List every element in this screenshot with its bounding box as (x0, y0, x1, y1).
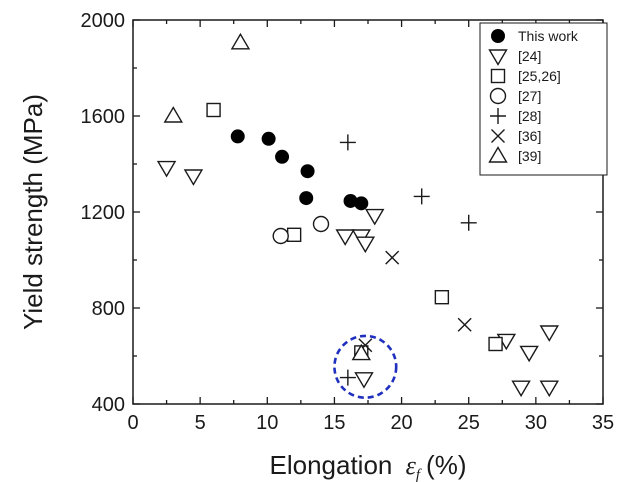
legend-label: [28] (518, 108, 541, 124)
legend-label: This work (518, 28, 579, 44)
y-axis-title: Yield strength (MPa) (18, 94, 48, 330)
data-point (351, 343, 372, 361)
data-point (488, 336, 503, 352)
x-tick-label: 15 (323, 412, 345, 434)
data-point (434, 290, 450, 305)
legend-items: This work [24] [25,26] [27] [28] [36] [39] (488, 28, 579, 164)
data-point (539, 325, 560, 342)
data-point (364, 208, 385, 226)
plot-frame (132, 19, 604, 405)
data-point (539, 380, 560, 398)
legend-label: [25,26] (518, 68, 561, 84)
data-point (339, 369, 356, 386)
x-tick-label: 20 (390, 412, 412, 434)
x-axis-title: Elongation εf (%) (270, 450, 467, 482)
x-tick-label: 25 (458, 412, 480, 434)
highlight-region (333, 334, 398, 399)
data-point (300, 164, 315, 179)
data-point (413, 188, 430, 205)
x-tick-label: 10 (256, 412, 278, 434)
data-point (385, 250, 400, 265)
data-point (275, 149, 290, 164)
legend-marker (491, 129, 505, 143)
x-tick-label: 5 (195, 412, 206, 434)
data-point (457, 317, 472, 332)
legend-marker (488, 146, 508, 163)
data-point (355, 236, 376, 254)
data-point (206, 102, 221, 118)
y-tick-label: 2000 (81, 10, 126, 32)
legend-marker (490, 108, 506, 124)
data-point (354, 196, 369, 211)
tick-labels: 0 5 10 15 20 25 30 35 400 800 1200 1600 2000 (81, 10, 615, 434)
data-points (156, 32, 560, 398)
data-point (230, 32, 251, 50)
data-point (156, 160, 177, 178)
y-tick-label: 1200 (81, 202, 126, 224)
data-point (519, 345, 539, 363)
legend-label: [24] (518, 48, 541, 64)
data-point (261, 131, 276, 146)
data-point (511, 380, 531, 398)
legend-label: [27] (518, 88, 541, 104)
data-point (312, 215, 330, 233)
legend-label: [36] (518, 128, 541, 144)
legend-label: [39] (518, 148, 541, 164)
highlight-dashed-circle (333, 334, 398, 399)
legend-marker (491, 29, 505, 43)
data-point (163, 106, 184, 123)
y-tick-label: 400 (92, 394, 125, 416)
data-point (354, 372, 374, 389)
data-point (460, 214, 477, 231)
x-tick-label: 30 (525, 412, 547, 434)
data-point (230, 129, 245, 144)
x-tick-label: 0 (127, 412, 138, 434)
data-point (272, 227, 289, 245)
legend-marker (489, 87, 507, 105)
data-point (299, 191, 314, 206)
legend: This work [24] [25,26] [27] [28] [36] [39] (479, 22, 608, 176)
data-point (343, 193, 358, 208)
x-tick-label: 35 (592, 412, 614, 434)
y-tick-label: 800 (92, 298, 125, 320)
legend-marker (490, 68, 506, 84)
data-point (183, 169, 204, 186)
legend-marker (488, 49, 508, 66)
data-point (335, 229, 355, 246)
data-point (286, 227, 302, 243)
y-tick-label: 1600 (81, 106, 126, 128)
data-point (339, 134, 356, 151)
